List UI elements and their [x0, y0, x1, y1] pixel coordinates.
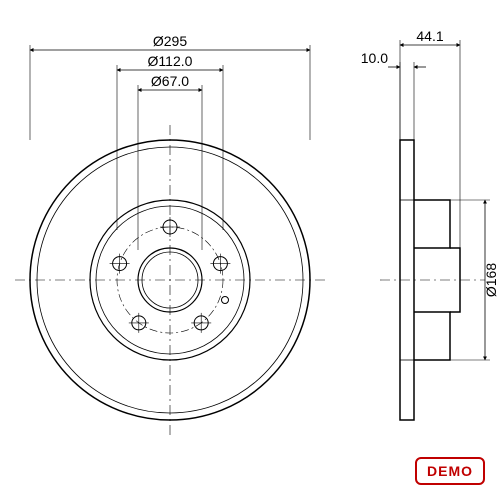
side-view [380, 140, 485, 420]
dim-outer-label: Ø295 [153, 33, 187, 49]
dim-thickness-label: 10.0 [361, 50, 388, 66]
demo-stamp: DEMO [415, 457, 485, 485]
front-view [15, 125, 325, 435]
dim-pcd-label: Ø112.0 [148, 53, 193, 69]
flange-bottom [414, 312, 450, 360]
flange-top [414, 200, 450, 248]
dim-hub-label: Ø67.0 [151, 73, 189, 89]
dim-offset-label: 44.1 [416, 28, 443, 44]
dimension-offset: 44.1 [400, 28, 460, 248]
dim-flange-label: Ø168 [483, 263, 499, 297]
dimension-thickness: 10.0 [361, 50, 426, 140]
technical-drawing: Ø295 Ø112.0 Ø67.0 44.1 10.0 Ø168 [0, 0, 500, 500]
